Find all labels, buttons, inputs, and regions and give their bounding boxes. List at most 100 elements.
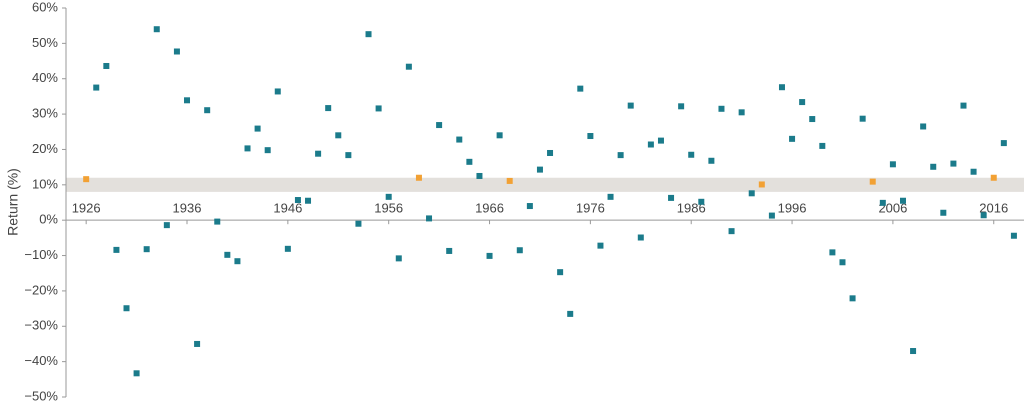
- point: [294, 197, 301, 204]
- point: [748, 190, 755, 197]
- point: [305, 197, 312, 204]
- point: [547, 149, 554, 156]
- y-tick-label: 0%: [39, 212, 58, 227]
- y-tick-label: 10%: [32, 176, 58, 191]
- point: [688, 151, 695, 158]
- point: [869, 178, 876, 185]
- point: [1000, 140, 1007, 147]
- point: [113, 246, 120, 253]
- point: [768, 212, 775, 219]
- point: [940, 209, 947, 216]
- point: [466, 158, 473, 165]
- x-tick-label: 1926: [72, 201, 101, 216]
- point: [385, 193, 392, 200]
- y-tick-label: −10%: [24, 247, 58, 262]
- point: [859, 115, 866, 122]
- point: [143, 246, 150, 253]
- point: [335, 132, 342, 139]
- point: [325, 105, 332, 112]
- point: [708, 157, 715, 164]
- point: [637, 234, 644, 241]
- point: [960, 102, 967, 109]
- point: [899, 197, 906, 204]
- point: [607, 193, 614, 200]
- point: [617, 152, 624, 159]
- point: [920, 123, 927, 130]
- point: [365, 31, 372, 38]
- point: [244, 145, 251, 152]
- point: [668, 194, 675, 201]
- point: [879, 199, 886, 206]
- x-tick-label: 2016: [979, 201, 1008, 216]
- point: [698, 198, 705, 205]
- point: [173, 48, 180, 55]
- point: [284, 245, 291, 252]
- point: [910, 348, 917, 355]
- point: [486, 252, 493, 259]
- y-tick-label: 20%: [32, 141, 58, 156]
- point: [83, 176, 90, 183]
- point: [153, 26, 160, 33]
- point: [214, 218, 221, 225]
- point: [234, 258, 241, 265]
- point: [204, 107, 211, 114]
- point: [627, 102, 634, 109]
- point: [678, 103, 685, 110]
- y-tick-label: −30%: [24, 318, 58, 333]
- point: [738, 109, 745, 116]
- y-tick-label: −20%: [24, 282, 58, 297]
- highlight-band: [66, 177, 1024, 192]
- point: [395, 255, 402, 262]
- point: [436, 122, 443, 129]
- point: [315, 150, 322, 157]
- point: [526, 203, 533, 210]
- point: [839, 259, 846, 266]
- point: [476, 172, 483, 179]
- point: [184, 97, 191, 104]
- point: [819, 142, 826, 149]
- point: [990, 174, 997, 181]
- y-tick-label: 30%: [32, 106, 58, 121]
- point: [577, 85, 584, 92]
- point: [415, 174, 422, 181]
- point: [536, 166, 543, 173]
- y-tick-label: 60%: [32, 0, 58, 14]
- point: [657, 137, 664, 144]
- y-tick-label: 40%: [32, 70, 58, 85]
- y-tick-label: 50%: [32, 35, 58, 50]
- point: [1010, 232, 1017, 239]
- point: [950, 160, 957, 167]
- x-tick-label: 1956: [374, 201, 403, 216]
- point: [264, 147, 271, 154]
- point: [446, 247, 453, 254]
- point: [789, 135, 796, 142]
- x-tick-label: 1946: [273, 201, 302, 216]
- point: [647, 141, 654, 148]
- point: [133, 370, 140, 377]
- point: [809, 116, 816, 123]
- point: [567, 310, 574, 317]
- point: [426, 215, 433, 222]
- point: [728, 228, 735, 235]
- point: [930, 163, 937, 170]
- point: [345, 152, 352, 159]
- point: [254, 125, 261, 132]
- point: [597, 242, 604, 249]
- point: [889, 161, 896, 168]
- point: [456, 136, 463, 143]
- point: [274, 88, 281, 95]
- x-tick-label: 1936: [173, 201, 202, 216]
- point: [355, 220, 362, 227]
- point: [849, 295, 856, 302]
- x-tick-label: 1996: [778, 201, 807, 216]
- point: [103, 62, 110, 69]
- point: [496, 132, 503, 139]
- x-tick-label: 1966: [475, 201, 504, 216]
- point: [224, 251, 231, 258]
- y-axis-label: Return (%): [5, 168, 21, 236]
- point: [587, 133, 594, 140]
- point: [405, 63, 412, 70]
- point: [516, 247, 523, 254]
- point: [799, 99, 806, 106]
